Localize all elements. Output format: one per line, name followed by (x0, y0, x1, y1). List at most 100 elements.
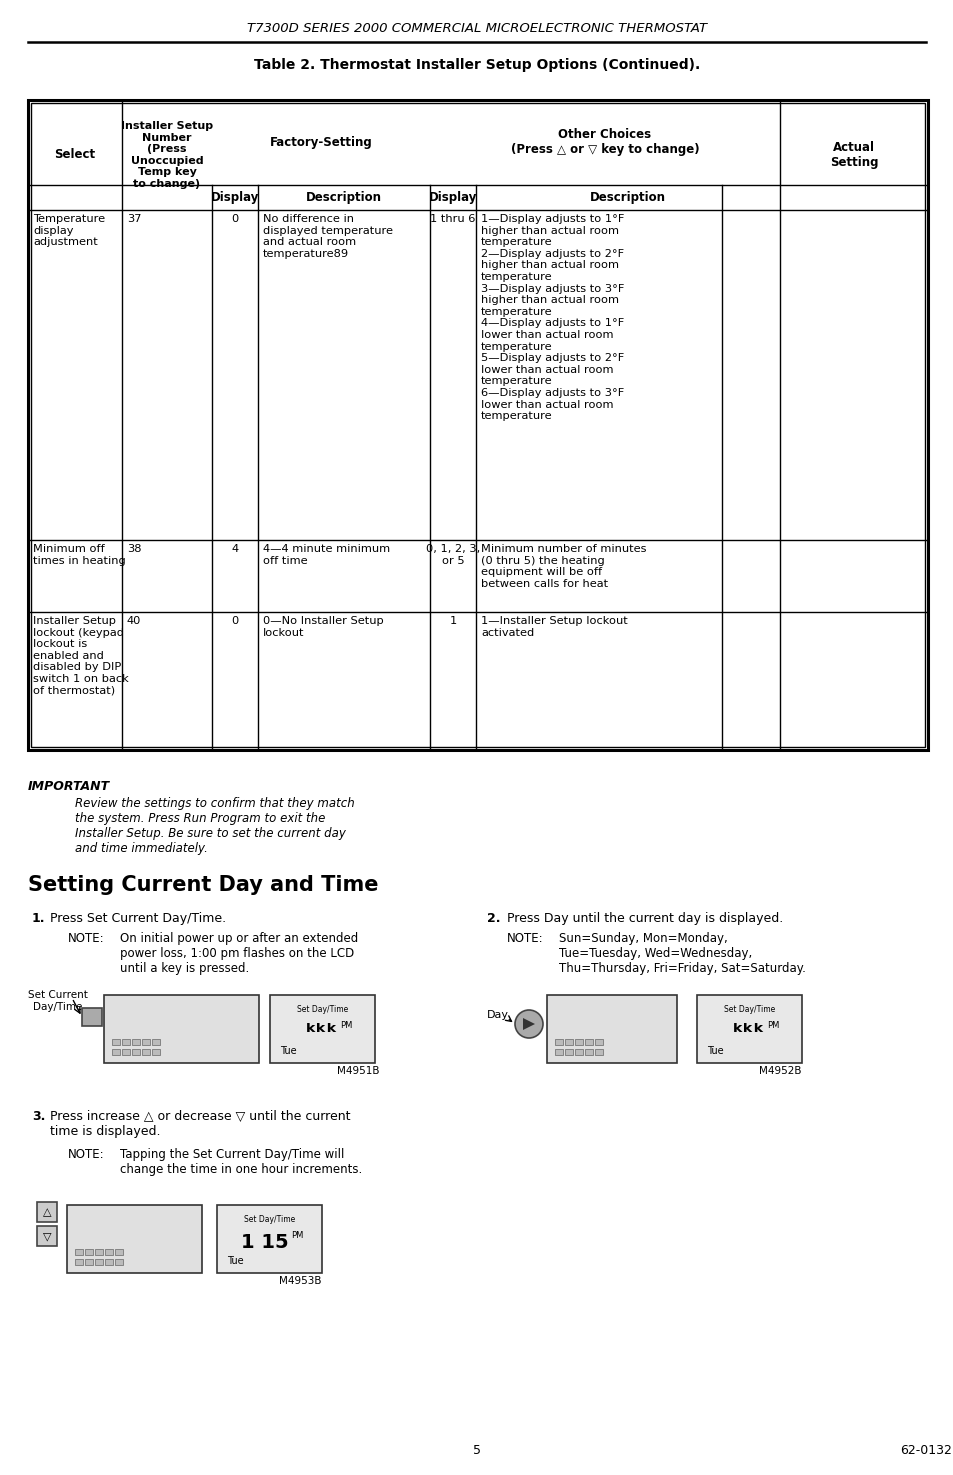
Text: ᵏᵏᵏ: ᵏᵏᵏ (733, 1024, 765, 1043)
Text: Actual
Setting: Actual Setting (829, 142, 878, 170)
Text: Installer Setup
Number
(Press
Unoccupied
Temp key
to change): Installer Setup Number (Press Unoccupied… (121, 121, 213, 189)
Bar (115, 1260, 123, 1266)
Bar (132, 1038, 140, 1044)
Text: 4: 4 (232, 544, 238, 555)
Bar (28, 100, 927, 749)
Text: M4953B: M4953B (279, 1276, 322, 1286)
Bar (75, 1260, 83, 1266)
Text: Other Choices
(Press △ or ▽ key to change): Other Choices (Press △ or ▽ key to chang… (510, 128, 699, 156)
Bar (555, 1049, 562, 1055)
Text: 0: 0 (232, 617, 238, 625)
Text: Day: Day (486, 1010, 509, 1021)
Bar (546, 996, 677, 1063)
Text: Tue: Tue (706, 1046, 723, 1056)
Text: PM: PM (340, 1021, 353, 1030)
Text: 1—Installer Setup lockout
activated: 1—Installer Setup lockout activated (480, 617, 627, 637)
Text: No difference in
displayed temperature
and actual room
temperature89: No difference in displayed temperature a… (263, 214, 393, 258)
Text: ᵏᵏᵏ: ᵏᵏᵏ (306, 1024, 338, 1043)
Text: M4951B: M4951B (337, 1066, 379, 1075)
Text: Display: Display (428, 190, 476, 204)
Text: 0—No Installer Setup
lockout: 0—No Installer Setup lockout (263, 617, 383, 637)
Text: 3.: 3. (32, 1111, 46, 1122)
Bar (595, 1049, 602, 1055)
Text: Set Day/Time: Set Day/Time (296, 1004, 348, 1013)
Text: 0, 1, 2, 3,
or 5: 0, 1, 2, 3, or 5 (425, 544, 479, 565)
Text: PM: PM (292, 1230, 304, 1239)
Bar (30, 103, 924, 746)
Text: 1—Display adjusts to 1°F
higher than actual room
temperature
2—Display adjusts t: 1—Display adjusts to 1°F higher than act… (480, 214, 623, 422)
Bar (142, 1049, 150, 1055)
Text: Review the settings to confirm that they match
the system. Press Run Program to : Review the settings to confirm that they… (75, 796, 355, 855)
Text: 1.: 1. (32, 912, 46, 925)
Text: On initial power up or after an extended
power loss, 1:00 pm flashes on the LCD
: On initial power up or after an extended… (120, 932, 358, 975)
Bar (115, 1249, 123, 1255)
Bar (122, 1038, 130, 1044)
Text: 1: 1 (449, 617, 456, 625)
Bar (152, 1049, 160, 1055)
Bar (104, 996, 258, 1063)
Bar (85, 1249, 92, 1255)
Circle shape (515, 1010, 542, 1038)
Text: 5: 5 (473, 1444, 480, 1456)
Text: Set Day/Time: Set Day/Time (244, 1215, 294, 1224)
Text: Select: Select (54, 149, 95, 161)
Bar (564, 1038, 573, 1044)
Bar (85, 1260, 92, 1266)
Text: △: △ (43, 1207, 51, 1217)
Bar (270, 996, 375, 1063)
Bar (75, 1249, 83, 1255)
Text: T7300D SERIES 2000 COMMERCIAL MICROELECTRONIC THERMOSTAT: T7300D SERIES 2000 COMMERCIAL MICROELECT… (247, 22, 706, 34)
Text: 1 15: 1 15 (240, 1233, 288, 1252)
Text: 2.: 2. (486, 912, 500, 925)
Bar (575, 1038, 582, 1044)
Bar (82, 1007, 102, 1027)
Text: Minimum number of minutes
(0 thru 5) the heating
equipment will be off
between c: Minimum number of minutes (0 thru 5) the… (480, 544, 646, 589)
Bar (37, 1202, 57, 1221)
Bar (697, 996, 801, 1063)
Text: Table 2. Thermostat Installer Setup Options (Continued).: Table 2. Thermostat Installer Setup Opti… (253, 58, 700, 72)
Text: Set Current
Day/Time: Set Current Day/Time (28, 990, 88, 1012)
Bar (152, 1038, 160, 1044)
Text: 1 thru 6: 1 thru 6 (430, 214, 476, 224)
Text: Set Day/Time: Set Day/Time (723, 1004, 774, 1013)
Text: Installer Setup
lockout (keypad
lockout is
enabled and
disabled by DIP
switch 1 : Installer Setup lockout (keypad lockout … (33, 617, 129, 696)
Bar (132, 1049, 140, 1055)
Text: Setting Current Day and Time: Setting Current Day and Time (28, 875, 378, 895)
Bar (216, 1205, 322, 1273)
Text: PM: PM (767, 1021, 779, 1030)
Bar (575, 1049, 582, 1055)
Bar (555, 1038, 562, 1044)
Text: Description: Description (589, 190, 665, 204)
Bar (112, 1038, 120, 1044)
Text: Minimum off
times in heating: Minimum off times in heating (33, 544, 126, 565)
Text: Press Day until the current day is displayed.: Press Day until the current day is displ… (506, 912, 782, 925)
Text: Tue: Tue (280, 1046, 296, 1056)
Text: Press increase △ or decrease ▽ until the current
time is displayed.: Press increase △ or decrease ▽ until the… (50, 1111, 350, 1139)
Text: Tapping the Set Current Day/Time will
change the time in one hour increments.: Tapping the Set Current Day/Time will ch… (120, 1148, 362, 1176)
Text: 4—4 minute minimum
off time: 4—4 minute minimum off time (263, 544, 390, 565)
Bar (67, 1205, 202, 1273)
Bar (122, 1049, 130, 1055)
Text: ▽: ▽ (43, 1232, 51, 1240)
Bar (105, 1260, 112, 1266)
Text: IMPORTANT: IMPORTANT (28, 780, 110, 794)
Text: NOTE:: NOTE: (506, 932, 543, 945)
Bar (584, 1049, 593, 1055)
Text: NOTE:: NOTE: (68, 1148, 105, 1161)
Text: Temperature
display
adjustment: Temperature display adjustment (33, 214, 105, 248)
Bar (564, 1049, 573, 1055)
Text: 40: 40 (127, 617, 141, 625)
Text: 62-0132: 62-0132 (899, 1444, 951, 1456)
Bar (142, 1038, 150, 1044)
Text: NOTE:: NOTE: (68, 932, 105, 945)
Bar (112, 1049, 120, 1055)
Text: Factory-Setting: Factory-Setting (270, 136, 372, 149)
Text: Display: Display (211, 190, 259, 204)
Polygon shape (522, 1018, 535, 1030)
Bar (95, 1260, 103, 1266)
Bar (595, 1038, 602, 1044)
Text: 37: 37 (127, 214, 141, 224)
Bar (584, 1038, 593, 1044)
Text: M4952B: M4952B (759, 1066, 801, 1075)
Bar (95, 1249, 103, 1255)
